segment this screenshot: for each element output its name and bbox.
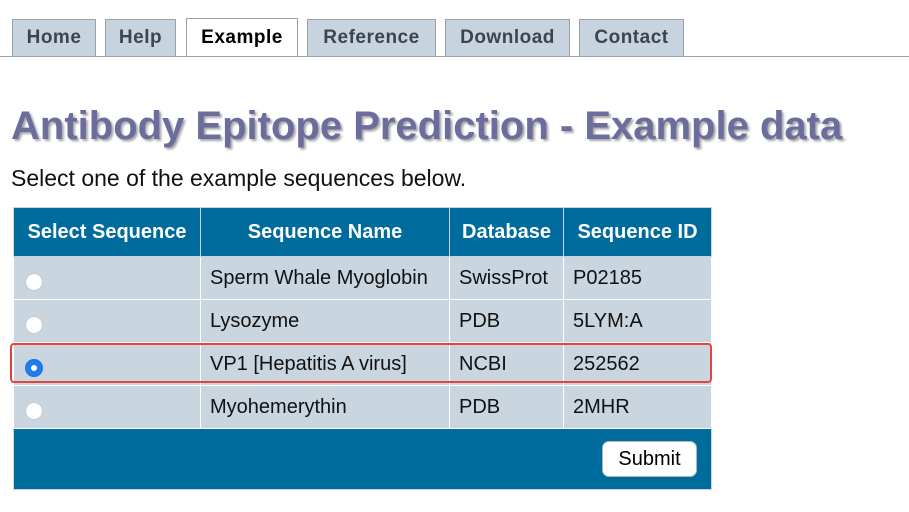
tab-example[interactable]: Example [186, 18, 298, 57]
tab-download[interactable]: Download [445, 19, 570, 56]
tab-reference[interactable]: Reference [307, 19, 436, 56]
sequence-database: PDB [449, 299, 564, 343]
col-header-database: Database [449, 207, 564, 257]
col-header-select: Select Sequence [13, 207, 201, 257]
select-cell [13, 385, 201, 429]
table-header-row: Select Sequence Sequence Name Database S… [13, 207, 712, 257]
tab-home[interactable]: Home [12, 19, 96, 56]
tab-bar: Home Help Example Reference Download Con… [0, 0, 909, 57]
sequence-id: 252562 [563, 342, 712, 386]
tab-help[interactable]: Help [105, 19, 176, 56]
sequence-radio-3[interactable] [25, 359, 43, 377]
sequence-radio-2[interactable] [25, 316, 43, 334]
page-subtitle: Select one of the example sequences belo… [11, 165, 467, 191]
sequence-database: NCBI [449, 342, 564, 386]
col-header-id: Sequence ID [563, 207, 712, 257]
submit-cell: Submit [13, 428, 712, 490]
sequence-name: Lysozyme [200, 299, 450, 343]
select-cell [13, 256, 201, 300]
sequence-table: Select Sequence Sequence Name Database S… [13, 207, 712, 490]
table-footer-row: Submit [13, 428, 712, 490]
sequence-radio-1[interactable] [25, 273, 43, 291]
sequence-name: Sperm Whale Myoglobin [200, 256, 450, 300]
table-row[interactable]: Myohemerythin PDB 2MHR [13, 385, 712, 429]
col-header-name: Sequence Name [200, 207, 450, 257]
table-row[interactable]: Lysozyme PDB 5LYM:A [13, 299, 712, 343]
sequence-id: P02185 [563, 256, 712, 300]
tab-divider [0, 56, 909, 57]
page-title: Antibody Epitope Prediction - Example da… [11, 104, 843, 148]
sequence-name: VP1 [Hepatitis A virus] [200, 342, 450, 386]
select-cell [13, 299, 201, 343]
table-row[interactable]: VP1 [Hepatitis A virus] NCBI 252562 [13, 342, 712, 386]
tab-contact[interactable]: Contact [579, 19, 684, 56]
sequence-database: SwissProt [449, 256, 564, 300]
sequence-database: PDB [449, 385, 564, 429]
table-row[interactable]: Sperm Whale Myoglobin SwissProt P02185 [13, 256, 712, 300]
sequence-radio-4[interactable] [25, 402, 43, 420]
submit-button[interactable]: Submit [602, 441, 697, 477]
sequence-id: 5LYM:A [563, 299, 712, 343]
select-cell [13, 342, 201, 386]
sequence-id: 2MHR [563, 385, 712, 429]
sequence-name: Myohemerythin [200, 385, 450, 429]
